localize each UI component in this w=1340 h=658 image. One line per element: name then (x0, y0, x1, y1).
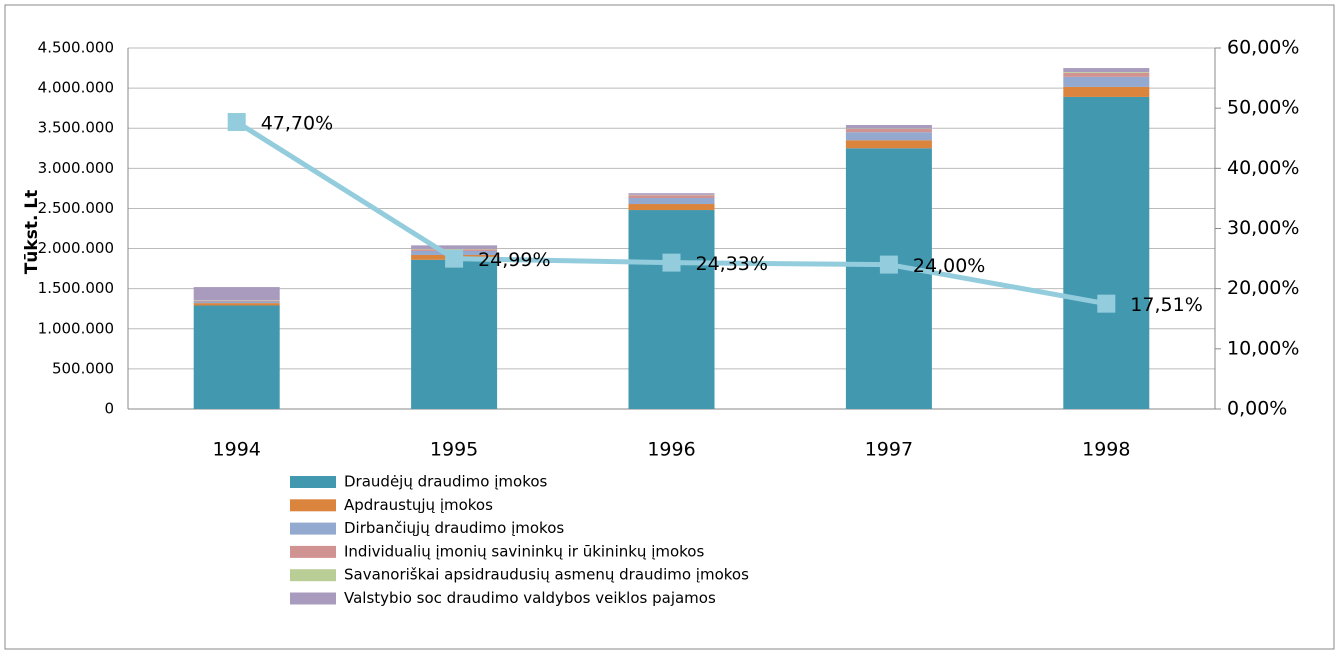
line-marker (1097, 295, 1115, 313)
legend-label: Valstybio soc draudimo valdybos veiklos … (344, 589, 716, 607)
bar-segment (1063, 77, 1149, 87)
bar-segment (194, 306, 280, 409)
y-tick-label: 1.500.000 (38, 279, 114, 297)
bar-segment (194, 303, 280, 305)
bar-segment (846, 140, 932, 148)
bar-segment (194, 301, 280, 302)
y-tick-label: 1.000.000 (38, 319, 114, 337)
bar-segment (846, 125, 932, 129)
x-tick-label: 1995 (430, 439, 478, 461)
legend-label: Savanoriškai apsidraudusių asmenų draudi… (344, 566, 749, 584)
bar-segment (1063, 87, 1149, 97)
bar-segment (194, 302, 280, 304)
data-label: 24,99% (478, 249, 550, 271)
legend-label: Dirbančiųjų draudimo įmokos (344, 519, 564, 537)
bar-segment (1063, 97, 1149, 409)
legend-label: Individualių įmonių savininkų ir ūkinink… (344, 542, 704, 560)
y2-tick-label: 30,00% (1227, 217, 1299, 239)
bar-segment (629, 210, 715, 409)
x-tick-label: 1997 (865, 439, 913, 461)
data-label: 24,33% (696, 253, 768, 275)
y2-tick-label: 40,00% (1227, 157, 1299, 179)
x-tick-label: 1994 (213, 439, 261, 461)
bar-segment (194, 287, 280, 300)
bar-segment (411, 260, 497, 409)
line-marker (228, 113, 246, 131)
y2-tick-label: 0,00% (1227, 398, 1287, 420)
legend-swatch (290, 523, 336, 535)
bar-segment (1063, 72, 1149, 73)
y2-tick-label: 60,00% (1227, 37, 1299, 59)
bar-segment (1063, 73, 1149, 77)
y-tick-label: 2.500.000 (38, 199, 114, 217)
legend-swatch (290, 476, 336, 488)
y-tick-label: 500.000 (52, 359, 114, 377)
y-tick-label: 3.500.000 (38, 119, 114, 137)
data-label: 47,70% (261, 113, 333, 135)
bar-segment (629, 193, 715, 195)
bar-segment (1063, 68, 1149, 72)
y-tick-label: 4.500.000 (38, 39, 114, 57)
legend-swatch (290, 593, 336, 605)
y2-tick-label: 20,00% (1227, 277, 1299, 299)
y-tick-label: 0 (104, 400, 114, 418)
bar-segment (629, 195, 715, 198)
bar-segment (629, 198, 715, 204)
bar-segment (629, 204, 715, 210)
y-tick-label: 4.000.000 (38, 79, 114, 97)
data-label: 24,00% (913, 255, 985, 277)
line-marker (445, 250, 463, 268)
y2-tick-label: 10,00% (1227, 337, 1299, 359)
legend-swatch (290, 546, 336, 558)
data-label: 17,51% (1130, 294, 1202, 316)
x-tick-label: 1996 (647, 439, 695, 461)
bar-segment (846, 129, 932, 132)
y-tick-label: 2.000.000 (38, 239, 114, 257)
line-marker (880, 256, 898, 274)
legend-swatch (290, 569, 336, 581)
y2-tick-label: 50,00% (1227, 97, 1299, 119)
bar-segment (846, 132, 932, 140)
legend-label: Apdraustųjų įmokos (344, 496, 493, 514)
legend-swatch (290, 499, 336, 511)
legend-label: Draudėjų draudimo įmokos (344, 473, 548, 491)
line-marker (663, 254, 681, 272)
bar-segment (846, 148, 932, 409)
x-tick-label: 1998 (1082, 439, 1130, 461)
y-tick-label: 3.000.000 (38, 159, 114, 177)
